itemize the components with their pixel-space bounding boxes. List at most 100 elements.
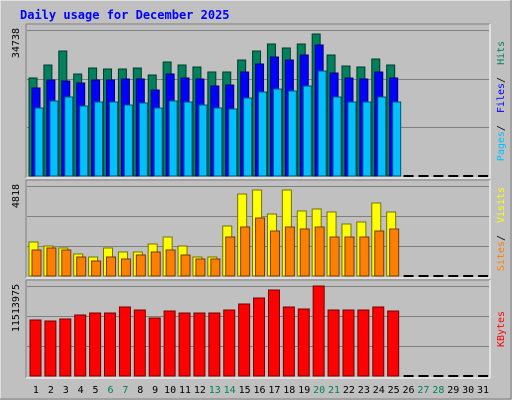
bar-pages xyxy=(49,100,59,177)
bar-kbytes xyxy=(387,310,400,377)
bar-kbytes xyxy=(282,306,295,377)
bar-pages-empty xyxy=(448,175,459,177)
bar-kbytes xyxy=(44,320,57,377)
bar-pages xyxy=(138,102,148,177)
bar-sites xyxy=(120,258,131,277)
bar-pages-empty xyxy=(478,175,489,177)
bar-kbytes xyxy=(133,309,146,377)
x-label-day: 9 xyxy=(152,385,158,396)
x-label-day: 23 xyxy=(358,385,370,396)
legend-item: Pages xyxy=(496,131,507,161)
bar-sites xyxy=(284,226,295,277)
bar-sites xyxy=(374,230,385,277)
bar-kbytes xyxy=(238,303,251,377)
bar-sites xyxy=(91,260,102,277)
x-label-day: 7 xyxy=(122,385,128,396)
x-axis-labels: 1 2 3 4 5 6 7 8 9 10 11 12 13 14 15 16 17 18 19 20 21 22 23 24 2… xyxy=(33,385,489,396)
panel-kbytes: 11513975 KBytes xyxy=(11,279,507,379)
bar-pages xyxy=(332,96,342,177)
bar-kbytes xyxy=(208,312,221,377)
x-label-day: 8 xyxy=(137,385,143,396)
bar-pages xyxy=(34,107,44,177)
legend-item: Hits xyxy=(496,41,507,65)
panel-visits-sites: 4818 Sites / Visits xyxy=(11,179,507,279)
bar-sites xyxy=(31,249,42,277)
bar-pages-empty xyxy=(418,175,429,177)
bar-kbytes xyxy=(297,308,310,377)
bar-sites xyxy=(150,251,161,277)
bar-kbytes xyxy=(29,319,42,377)
bar-kbytes-empty xyxy=(478,375,489,377)
legend-item: Sites xyxy=(496,241,507,271)
bar-sites xyxy=(269,230,280,277)
x-label-day: 25 xyxy=(388,385,400,396)
bar-pages xyxy=(392,101,402,177)
x-label-day: 26 xyxy=(403,385,415,396)
bar-pages xyxy=(183,101,193,177)
y-max-label: 4818 xyxy=(11,184,22,208)
bar-sites xyxy=(389,228,400,277)
legend-hits-files-pages: Pages / Files / Hits xyxy=(496,41,507,161)
bar-kbytes xyxy=(372,306,385,377)
bar-kbytes xyxy=(74,314,87,377)
x-label-day: 5 xyxy=(93,385,99,396)
bar-kbytes xyxy=(253,297,266,377)
bar-pages xyxy=(228,108,238,177)
legend-kbytes: KBytes xyxy=(496,311,507,347)
legend-item: Files xyxy=(496,83,507,113)
bar-pages xyxy=(272,88,282,177)
y-max-label: 11513975 xyxy=(11,284,22,332)
bar-sites xyxy=(225,236,236,277)
bar-kbytes xyxy=(267,289,280,377)
legend-separator: / xyxy=(496,125,507,131)
bar-kbytes-empty xyxy=(433,375,444,377)
legend-item: KBytes xyxy=(496,311,507,347)
bar-sites-empty xyxy=(478,275,489,277)
bar-sites xyxy=(165,249,176,277)
bar-sites-empty xyxy=(418,275,429,277)
bar-pages xyxy=(79,105,89,177)
panel-hits-files-pages: 34738 Pages / Files / Hits xyxy=(11,23,507,179)
x-label-day: 18 xyxy=(283,385,295,396)
x-label-day: 16 xyxy=(253,385,265,396)
x-label-day: 27 xyxy=(417,385,429,396)
bar-pages-empty xyxy=(463,175,474,177)
bar-kbytes-empty xyxy=(448,375,459,377)
bar-sites xyxy=(61,249,72,277)
x-label-day: 6 xyxy=(107,385,113,396)
bar-pages xyxy=(168,100,178,177)
x-label-day: 24 xyxy=(373,385,385,396)
bar-pages xyxy=(123,104,133,177)
bar-pages xyxy=(243,97,253,177)
chart-title: Daily usage for December 2025 xyxy=(20,8,230,22)
bar-sites xyxy=(135,254,146,277)
x-label-day: 3 xyxy=(63,385,69,396)
bar-kbytes xyxy=(163,310,176,377)
bar-sites xyxy=(255,217,266,277)
bar-pages xyxy=(347,101,357,177)
bar-sites-empty xyxy=(463,275,474,277)
legend-visits-sites: Sites / Visits xyxy=(496,187,507,271)
bar-pages xyxy=(94,101,104,177)
x-label-day: 12 xyxy=(194,385,206,396)
x-label-day: 22 xyxy=(343,385,355,396)
bar-pages xyxy=(153,107,163,177)
x-label-day: 2 xyxy=(48,385,54,396)
bar-sites xyxy=(344,236,355,277)
bar-sites xyxy=(76,256,87,277)
bar-pages xyxy=(377,96,387,177)
bar-sites xyxy=(329,236,340,277)
y-max-label: 34738 xyxy=(11,28,22,58)
bar-pages xyxy=(64,96,74,177)
x-label-day: 10 xyxy=(164,385,176,396)
bar-kbytes xyxy=(312,285,325,377)
bar-kbytes xyxy=(223,309,236,377)
x-label-day: 29 xyxy=(447,385,459,396)
bar-kbytes xyxy=(59,318,72,377)
bar-sites xyxy=(359,236,370,277)
bar-kbytes xyxy=(342,309,355,377)
x-label-day: 31 xyxy=(477,385,489,396)
bar-pages xyxy=(109,101,119,177)
bar-kbytes xyxy=(178,312,191,377)
